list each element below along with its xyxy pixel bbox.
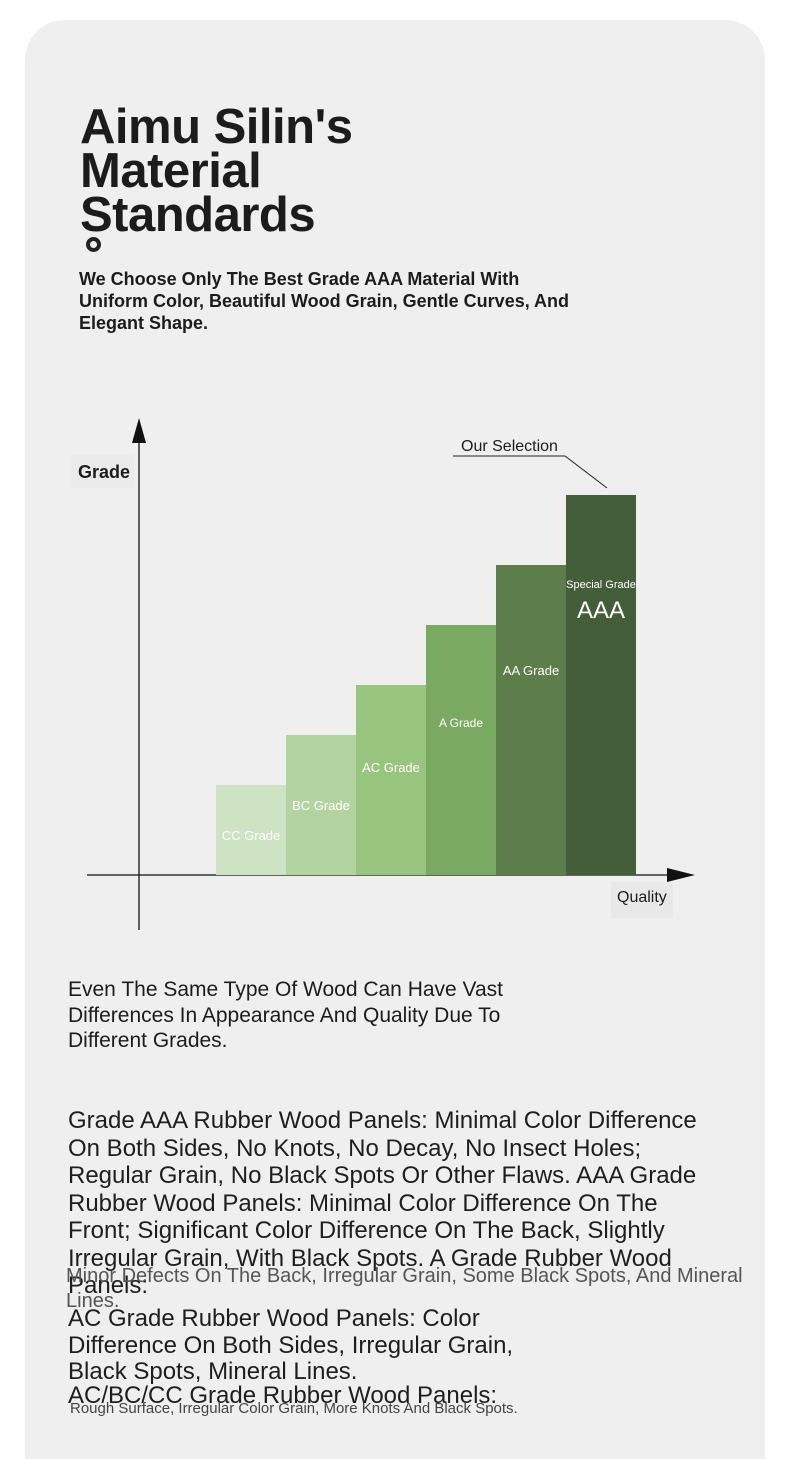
content-card: Aimu Silin's Material Standards We Choos…	[25, 20, 765, 1459]
y-axis-label: Grade	[78, 462, 130, 482]
y-axis-arrow	[132, 418, 146, 443]
title-line: Aimu Silin's	[80, 100, 353, 154]
ylabel-bg	[71, 454, 135, 488]
title-line-text: Standards	[80, 188, 316, 242]
bar	[566, 495, 636, 875]
bar	[356, 685, 426, 875]
bar-label: AC Grade	[362, 760, 420, 775]
acbccc-grade-details: Rough Surface, Irregular Color Grain, Mo…	[70, 1400, 518, 1417]
ac-grade-paragraph: AC Grade Rubber Wood Panels: Color Diffe…	[68, 1305, 514, 1385]
aaa-grade-paragraph: Grade AAA Rubber Wood Panels: Minimal Co…	[68, 1107, 697, 1299]
xlabel-bg	[611, 882, 673, 918]
bars-group: CC Grade BC Grade AC Grade A Grade AA Grade S…	[216, 495, 636, 875]
circle-icon	[86, 237, 101, 252]
x-axis-arrow	[667, 868, 695, 882]
title-line: Standards	[80, 191, 352, 252]
grade-chart: Grade Quality CC Grade BC Grade AC Grade A …	[71, 418, 695, 930]
bar-label-grade: AAA	[577, 597, 625, 624]
bar-label: CC Grade	[222, 828, 281, 843]
bar	[426, 625, 496, 875]
bar	[286, 735, 356, 875]
bar-label: A Grade	[439, 716, 483, 730]
annotation-label: Our Selection	[461, 438, 558, 455]
annotation-leader	[453, 455, 608, 489]
subtitle: We Choose Only The Best Grade AAA Materi…	[79, 269, 570, 333]
acbccc-grade-heading: AC/BC/CC Grade Rubber Wood Panels:	[68, 1382, 498, 1409]
a-grade-details: Minor Defects On The Back, Irregular Gra…	[66, 1265, 743, 1312]
title-line: Material	[80, 144, 262, 198]
x-axis-label: Quality	[617, 889, 667, 906]
bar-label: BC Grade	[292, 798, 350, 813]
bar	[216, 785, 286, 875]
bar	[496, 565, 566, 875]
bar-label: AA Grade	[503, 663, 559, 678]
bar-label: Special Grade	[566, 579, 636, 591]
intro-paragraph: Even The Same Type Of Wood Can Have Vast…	[68, 978, 504, 1052]
page-title: Aimu Silin's Material Standards	[80, 100, 353, 252]
